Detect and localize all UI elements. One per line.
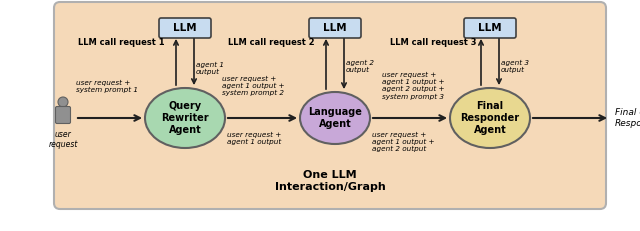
Text: user request +
agent 1 output +
agent 2 output +
system prompt 3: user request + agent 1 output + agent 2 … [382, 72, 445, 100]
Ellipse shape [450, 88, 530, 148]
Text: LLM: LLM [173, 23, 197, 33]
FancyBboxPatch shape [159, 18, 211, 38]
Text: LLM: LLM [478, 23, 502, 33]
Text: user request +
agent 1 output: user request + agent 1 output [227, 132, 282, 145]
Ellipse shape [145, 88, 225, 148]
Ellipse shape [300, 92, 370, 144]
Text: agent 3
output: agent 3 output [501, 60, 529, 73]
Text: agent 1
output: agent 1 output [196, 62, 224, 75]
Text: agent 2
output: agent 2 output [346, 60, 374, 73]
Text: user request +
agent 1 output +
agent 2 output: user request + agent 1 output + agent 2 … [372, 132, 435, 152]
Text: user request +
system prompt 1: user request + system prompt 1 [76, 80, 138, 93]
Text: user request +
agent 1 output +
system prompt 2: user request + agent 1 output + system p… [222, 76, 285, 96]
Text: One LLM
Interaction/Graph: One LLM Interaction/Graph [275, 170, 385, 192]
Text: Query
Rewriter
Agent: Query Rewriter Agent [161, 101, 209, 135]
Text: Final
Responder
Agent: Final Responder Agent [460, 101, 520, 135]
Text: LLM call request 2: LLM call request 2 [228, 38, 315, 47]
Text: user
request: user request [48, 130, 77, 149]
FancyBboxPatch shape [54, 2, 606, 209]
Text: LLM call request 1: LLM call request 1 [78, 38, 164, 47]
Circle shape [58, 97, 68, 107]
Text: LLM call request 3: LLM call request 3 [390, 38, 477, 47]
Text: LLM: LLM [323, 23, 347, 33]
Text: Language
Agent: Language Agent [308, 107, 362, 129]
FancyBboxPatch shape [464, 18, 516, 38]
FancyBboxPatch shape [309, 18, 361, 38]
FancyBboxPatch shape [56, 106, 70, 124]
Text: Final User
Response: Final User Response [615, 108, 640, 128]
